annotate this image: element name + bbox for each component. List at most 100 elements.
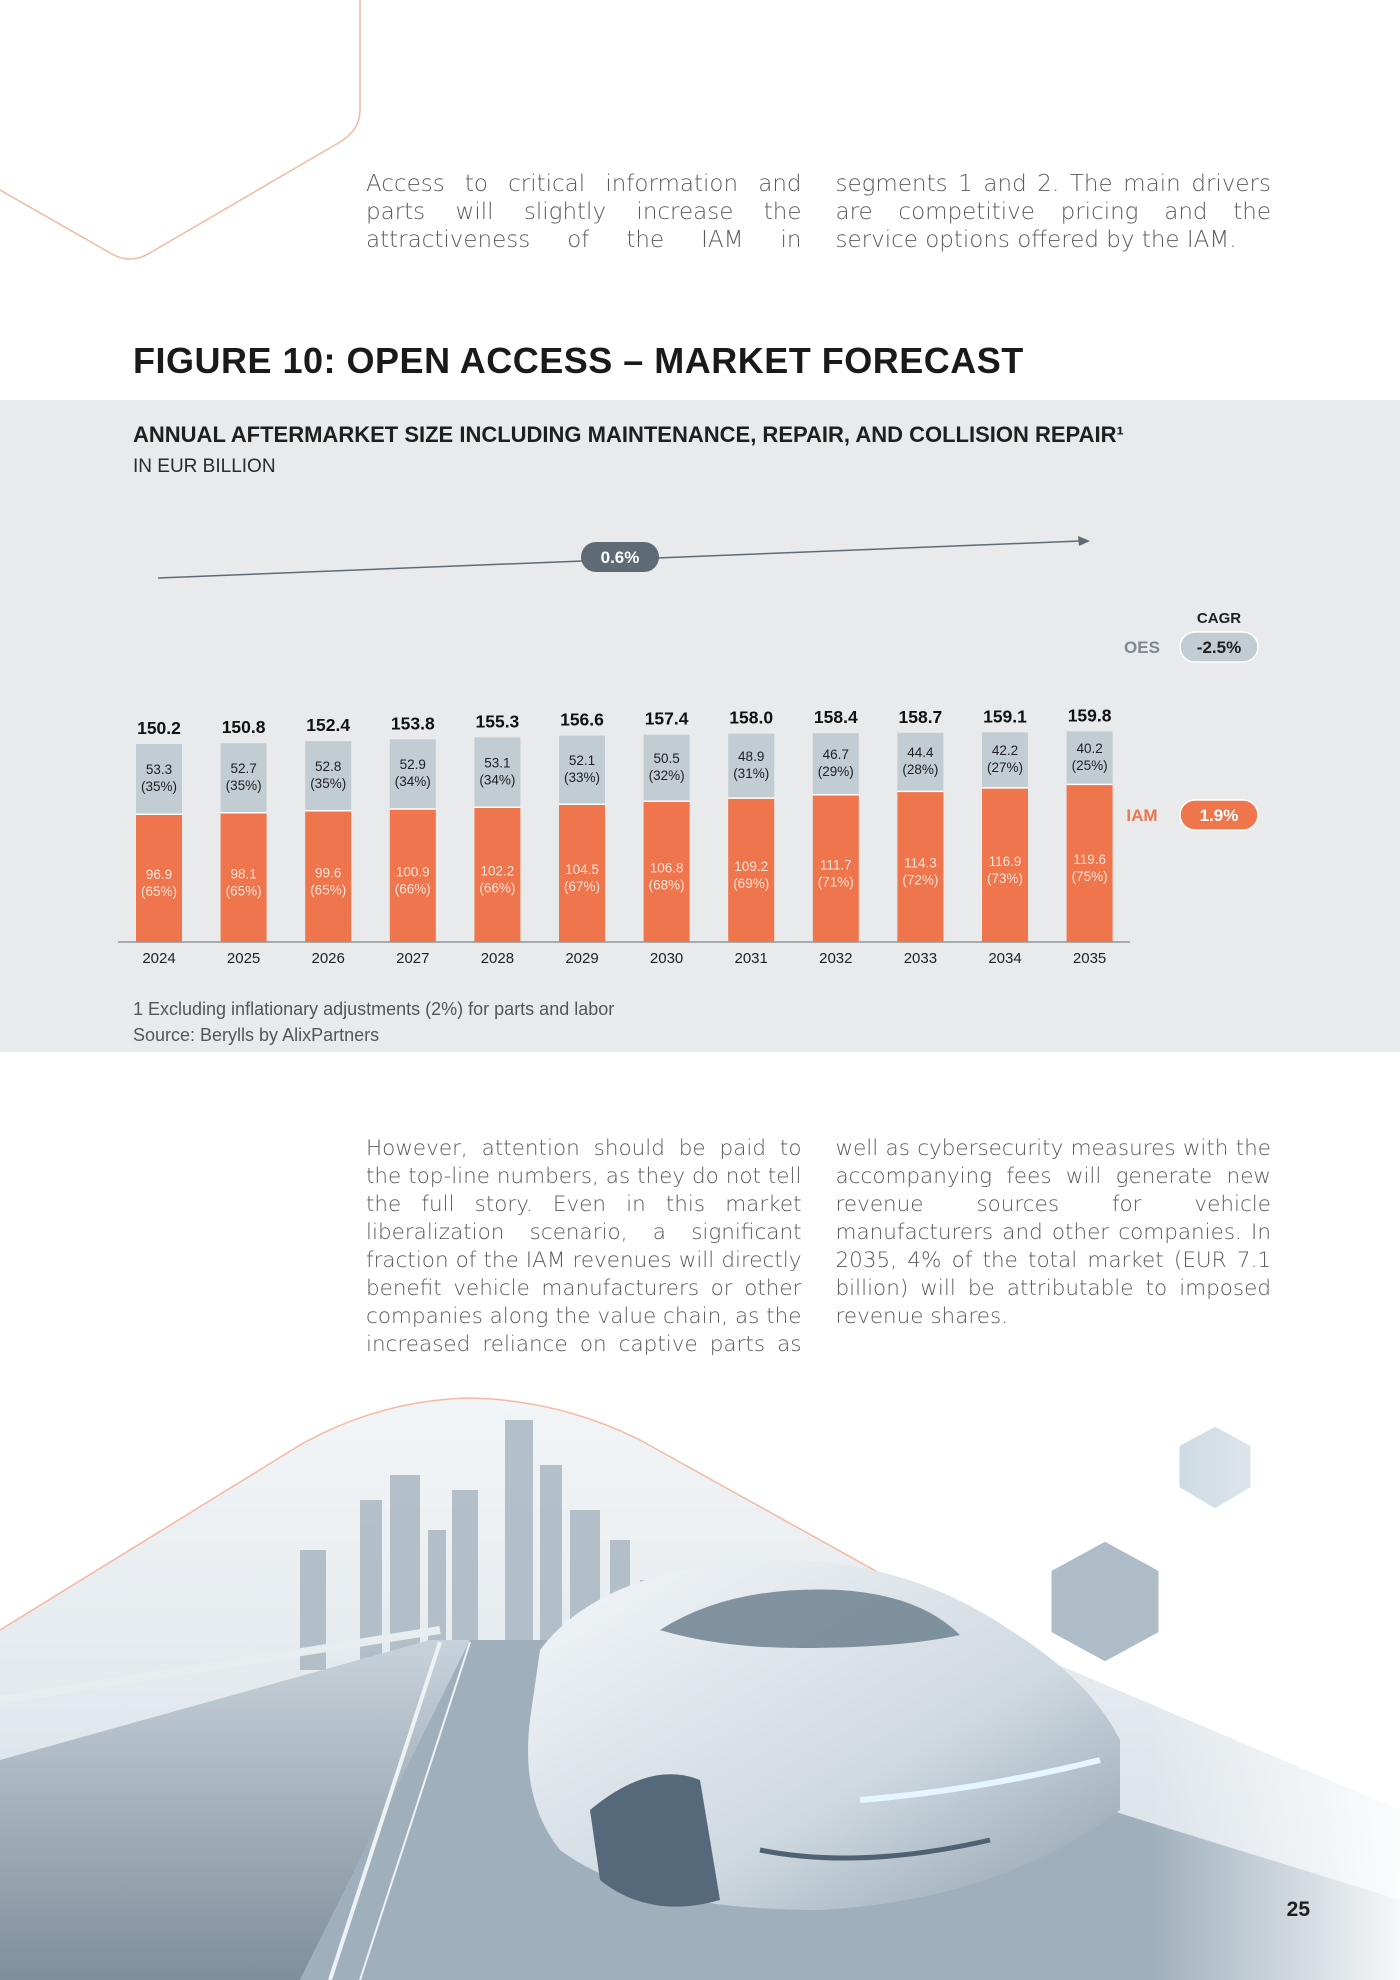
bar-oes [220, 743, 267, 813]
data-label-iam: 111.7 [820, 857, 852, 872]
cagr-value-iam: 1.9% [1200, 806, 1239, 825]
bar-oes [305, 741, 352, 811]
data-label-oes-share: (35%) [226, 778, 262, 793]
data-label-oes: 52.9 [400, 757, 426, 772]
data-label-oes-share: (32%) [649, 768, 685, 783]
data-label-iam: 116.9 [989, 854, 1022, 869]
data-label-total: 158.7 [899, 707, 943, 727]
data-label-oes-share: (25%) [1072, 758, 1108, 773]
data-label-total: 157.4 [645, 709, 689, 729]
data-label-iam-share: (65%) [226, 883, 262, 898]
trend-arrowhead [1078, 536, 1090, 546]
bar-iam [1066, 784, 1113, 942]
data-label-oes: 50.5 [653, 751, 679, 766]
bar-iam [643, 801, 690, 942]
body-text: However, attention should be paid to the… [366, 1136, 1271, 1357]
data-label-total: 159.1 [983, 706, 1027, 726]
data-label-oes: 53.3 [146, 762, 172, 777]
x-tick-label: 2025 [227, 950, 260, 967]
body-paragraph: However, attention should be paid to the… [366, 1135, 1271, 1359]
data-label-oes: 52.7 [230, 761, 256, 776]
series-label-iam: IAM [1126, 806, 1157, 825]
data-label-total: 155.3 [476, 711, 520, 731]
cagr-header: CAGR [1197, 610, 1241, 627]
data-label-iam-share: (66%) [479, 881, 515, 896]
x-tick-label: 2027 [396, 950, 429, 967]
cagr-badge-iam [1179, 799, 1259, 831]
data-label-iam: 98.1 [230, 866, 256, 881]
data-label-oes-share: (35%) [141, 779, 177, 794]
data-label-total: 159.8 [1068, 705, 1112, 725]
x-tick-label: 2034 [988, 950, 1021, 967]
figure-title: FIGURE 10: OPEN ACCESS – MARKET FORECAST [133, 340, 1024, 381]
data-label-oes-share: (34%) [479, 772, 515, 787]
bar-oes [389, 739, 436, 810]
data-label-total: 158.4 [814, 707, 858, 727]
data-label-oes: 53.1 [484, 755, 510, 770]
data-label-iam-share: (65%) [310, 882, 346, 897]
intro-text: Access to critical information and parts… [366, 171, 1271, 253]
trend-badge [581, 542, 659, 572]
trend-label: 0.6% [601, 548, 640, 567]
decorative-hexagon [0, 0, 361, 260]
data-label-iam: 100.9 [396, 865, 430, 880]
data-label-iam: 114.3 [904, 856, 937, 871]
bar-iam [812, 794, 859, 942]
data-label-iam: 96.9 [146, 867, 172, 882]
x-tick-label: 2033 [904, 950, 937, 967]
data-label-oes: 52.1 [569, 753, 595, 768]
bar-oes [474, 737, 521, 808]
data-label-iam: 106.8 [650, 861, 684, 876]
data-label-oes-share: (33%) [564, 770, 600, 785]
data-label-iam: 119.6 [1073, 852, 1106, 867]
bar-oes [1066, 731, 1113, 785]
footnote: 1 Excluding inflationary adjustments (2%… [133, 999, 615, 1019]
intro-paragraph: Access to critical information and parts… [366, 170, 1271, 254]
data-label-oes: 42.2 [992, 743, 1018, 758]
chart-title: ANNUAL AFTERMARKET SIZE INCLUDING MAINTE… [133, 422, 1124, 447]
page-number: 25 [1286, 1898, 1310, 1921]
data-label-iam-share: (73%) [987, 871, 1023, 886]
data-label-iam: 109.2 [734, 859, 768, 874]
bar-oes [982, 732, 1028, 788]
data-label-iam-share: (75%) [1072, 869, 1108, 884]
hexagon-inset-large [1048, 1538, 1162, 1665]
cagr-badge-oes [1179, 631, 1259, 663]
bar-iam [136, 814, 182, 942]
chart-panel [0, 400, 1400, 1052]
data-label-iam: 102.2 [481, 864, 515, 879]
chart-subtitle: IN EUR BILLION [133, 456, 276, 477]
data-label-iam-share: (67%) [564, 879, 600, 894]
x-tick-label: 2030 [650, 950, 683, 967]
data-label-oes-share: (27%) [987, 760, 1023, 775]
bar-iam [559, 804, 605, 942]
data-label-oes: 46.7 [823, 747, 849, 762]
data-label-oes-share: (35%) [310, 776, 346, 791]
data-label-iam: 104.5 [565, 862, 599, 877]
bar-oes [643, 734, 690, 802]
x-tick-label: 2031 [735, 950, 768, 967]
x-tick-label: 2029 [565, 950, 598, 967]
data-label-iam-share: (72%) [902, 873, 938, 888]
data-label-iam-share: (69%) [733, 876, 769, 891]
data-label-oes: 48.9 [738, 749, 764, 764]
data-label-total: 150.8 [222, 717, 266, 737]
data-label-iam-share: (65%) [141, 884, 177, 899]
data-label-iam-share: (68%) [649, 878, 685, 893]
stacked-bar-chart: 0.6% 96.9 (65%) 53.3 (35%) 150.2 2024 98.1 (65%)… [118, 536, 1259, 967]
x-tick-label: 2028 [481, 950, 514, 967]
data-label-oes-share: (29%) [818, 764, 854, 779]
data-label-oes-share: (28%) [902, 762, 938, 777]
bar-iam [728, 798, 775, 942]
data-label-oes-share: (31%) [733, 766, 769, 781]
data-label-oes: 40.2 [1076, 741, 1102, 756]
data-label-oes-share: (34%) [395, 774, 431, 789]
bar-iam [220, 812, 267, 942]
bar-iam [897, 791, 944, 942]
chart-footnotes: 1 Excluding inflationary adjustments (2%… [133, 996, 614, 1048]
bar-iam [982, 787, 1028, 942]
bar-iam [389, 809, 436, 942]
data-label-iam-share: (66%) [395, 882, 431, 897]
data-label-total: 158.0 [729, 708, 773, 728]
bar-oes [897, 732, 944, 792]
